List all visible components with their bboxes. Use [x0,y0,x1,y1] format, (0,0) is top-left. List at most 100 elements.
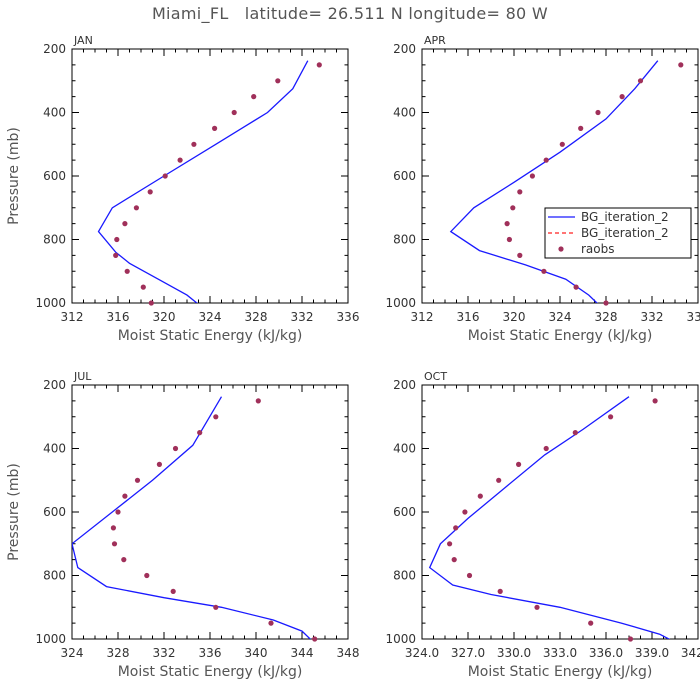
raobs-point [213,604,219,610]
raobs-point [231,109,237,116]
raobs-point [148,300,154,306]
x-tick-label: 328 [107,646,130,660]
x-tick-label: 333.0 [543,646,577,660]
raobs-point [111,541,118,547]
raobs-point [534,604,540,610]
x-tick-label: 332 [641,310,664,324]
raobs-point [572,430,578,436]
raobs-point [497,588,503,595]
raobs-point [678,62,684,68]
raobs-point [496,477,502,483]
x-tick-label: 342.0 [681,646,700,660]
raobs-point [113,252,119,258]
raobs-point [517,189,523,195]
x-tick-label: 320 [503,310,526,324]
raobs-point [652,398,658,404]
legend-entry-label: raobs [581,242,615,256]
raobs-point [466,572,473,579]
raobs-point [255,398,261,404]
x-tick-label: 328 [595,310,618,324]
raobs-point [114,236,120,243]
panel-apr: APR 312 316 320 324 328 332 336 200 400 600 800 1000… [385,34,700,344]
y-tick-label: 1000 [35,296,66,310]
raobs-point [516,461,522,467]
raobs-point [595,109,601,116]
y-tick-label: 800 [393,569,416,583]
y-tick-label: 800 [43,233,66,247]
raobs-point [510,205,516,211]
raobs-point [477,493,483,499]
raobs-point [144,572,150,579]
raobs-point [543,445,549,452]
raobs-point [517,252,523,258]
series-line-bg-iteration-2 [72,396,312,639]
raobs-point [191,141,197,147]
x-axis-label: Moist Static Energy (kJ/kg) [118,664,303,680]
plot-frame [71,48,349,304]
y-tick-label: 600 [393,505,416,519]
y-tick-label: 200 [393,42,416,56]
y-tick-label: 800 [393,233,416,247]
x-tick-label: 336 [687,310,700,324]
raobs-point [121,557,127,563]
raobs-point [212,125,218,131]
x-axis-label: Moist Static Energy (kJ/kg) [118,328,303,344]
raobs-point [115,509,121,515]
raobs-point [147,189,153,195]
x-tick-label: 344 [291,646,314,660]
raobs-point [177,157,183,163]
x-tick-label: 320 [153,310,176,324]
raobs-point [197,430,203,436]
y-tick-label: 400 [43,442,66,456]
x-tick-label: 316 [107,310,130,324]
raobs-point [133,205,139,211]
raobs-point [124,268,130,274]
raobs-point [268,620,274,626]
series-line-bg-iteration-2 [428,396,671,639]
panel-label: JAN [73,34,93,47]
raobs-point [172,445,179,452]
raobs-point [541,268,547,274]
x-tick-label: 340 [245,646,268,660]
y-tick-label: 600 [43,169,66,183]
raobs-point [637,78,644,84]
raobs-point [312,636,318,642]
x-tick-label: 324 [199,310,222,324]
raobs-point [462,509,468,515]
x-tick-label: 328 [245,310,268,324]
raobs-point [140,284,146,290]
x-tick-label: 324 [61,646,84,660]
y-axis-label: Pressure (mb) [6,127,22,225]
panel-label: OCT [424,370,447,383]
raobs-point [543,157,549,163]
x-tick-label: 332 [291,310,314,324]
y-tick-label: 800 [43,569,66,583]
x-tick-label: 332 [153,646,176,660]
panel-jan: JAN 312 316 320 324 328 332 336 200 400 600 800 1000… [6,34,359,344]
y-tick-label: 600 [393,169,416,183]
raobs-point [156,461,162,467]
raobs-point [588,620,594,626]
x-tick-label: 330.0 [497,646,531,660]
panel-label: APR [424,34,446,47]
y-tick-label: 400 [393,106,416,120]
raobs-point [134,477,141,483]
raobs-point [453,525,459,531]
raobs-point [573,284,579,290]
legend-entry-label: BG_iteration_2 [581,226,669,240]
panel-label: JUL [73,370,92,383]
y-axis-label: Pressure (mb) [6,463,22,561]
raobs-point [251,94,257,100]
y-tick-label: 600 [43,505,66,519]
chart-title: Miami_FL latitude= 26.511 N longitude= 8… [151,4,549,23]
x-tick-label: 312 [61,310,84,324]
x-tick-label: 336.0 [589,646,623,660]
raobs-point [627,636,634,642]
raobs-point [122,493,128,499]
y-tick-label: 1000 [35,632,66,646]
x-tick-label: 327.0 [451,646,485,660]
x-tick-label: 336 [199,646,222,660]
raobs-point [529,173,536,179]
